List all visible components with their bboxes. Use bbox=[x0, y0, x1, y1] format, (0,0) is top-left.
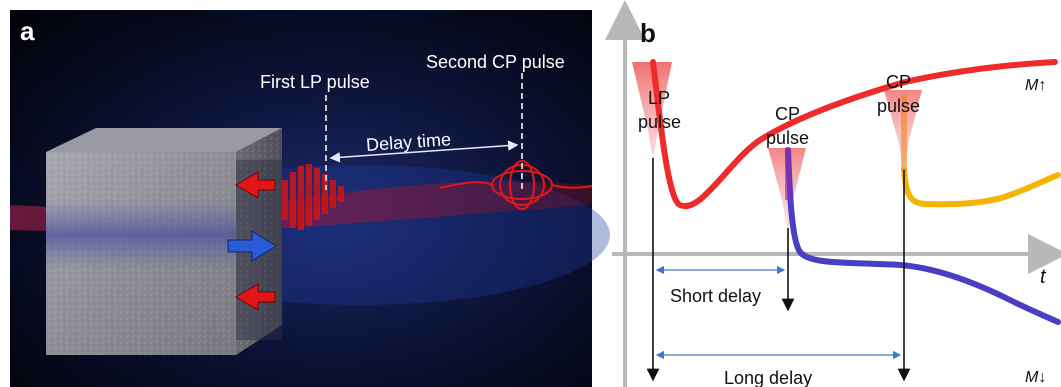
m-down-curve bbox=[785, 147, 1061, 325]
magnetized-band bbox=[46, 200, 236, 270]
panel-a-label: a bbox=[20, 16, 35, 46]
panel-b: b LP pulse CP pulse CP pulse Short delay… bbox=[605, 0, 1061, 387]
short-delay-label: Short delay bbox=[670, 286, 761, 306]
lp-pulse-label-line1: LP bbox=[648, 88, 670, 108]
cp-pulse-1-label-line1: CP bbox=[775, 104, 800, 124]
cp-pulse-2-label-line1: CP bbox=[886, 72, 911, 92]
red-arrow-bottom-icon bbox=[235, 283, 276, 311]
second-pulse-label: Second CP pulse bbox=[426, 52, 565, 72]
panel-b-label: b bbox=[640, 18, 656, 48]
blue-arrow-middle-icon bbox=[227, 230, 277, 262]
m-up-label: M↑ bbox=[1025, 77, 1046, 94]
lp-pulse-cone bbox=[632, 62, 672, 160]
first-pulse-label: First LP pulse bbox=[260, 72, 370, 92]
panel-a: a First LP pulse Second CP pulse Delay t… bbox=[10, 10, 610, 387]
delay-arrow bbox=[329, 140, 519, 163]
m-down-label: M↓ bbox=[1025, 369, 1046, 386]
long-delay-label: Long delay bbox=[724, 368, 812, 387]
switched-curve bbox=[901, 167, 1061, 208]
lp-pulse-wave bbox=[282, 164, 344, 230]
t-axis-label: t bbox=[1040, 266, 1047, 288]
magnetization-arrows bbox=[227, 171, 277, 311]
m-up-curve bbox=[650, 59, 1058, 210]
cp-pulse-2-label-line2: pulse bbox=[877, 96, 920, 116]
cp-pulse-1-label-line2: pulse bbox=[766, 128, 809, 148]
sample-top-face bbox=[46, 128, 282, 152]
lp-pulse-label-line2: pulse bbox=[638, 112, 681, 132]
red-arrow-top-icon bbox=[235, 171, 276, 199]
